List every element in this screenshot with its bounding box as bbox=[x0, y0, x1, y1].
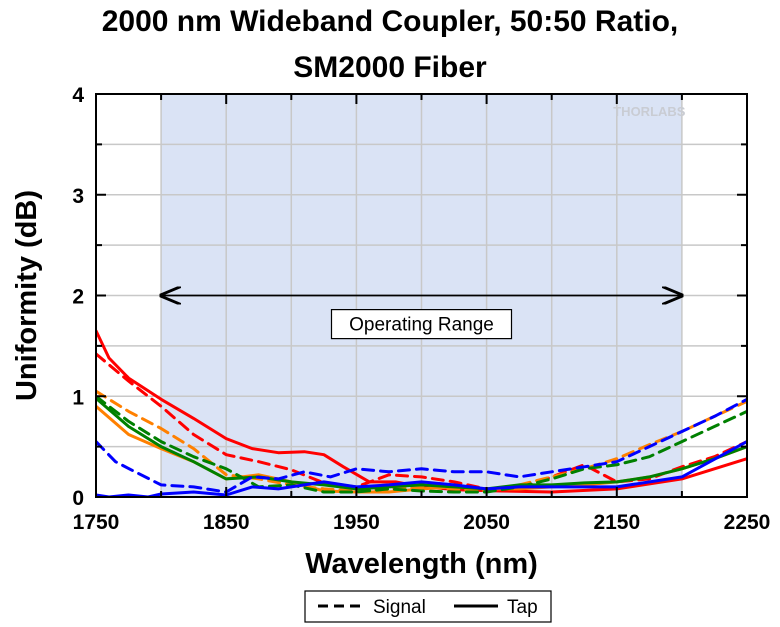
series-line-7 bbox=[96, 397, 747, 494]
thorlabs-watermark: THORLABS bbox=[613, 104, 686, 119]
y-tick-labels: 0 1 2 3 4 bbox=[72, 84, 84, 510]
legend-signal-label: Signal bbox=[373, 597, 426, 618]
axis-ticks bbox=[95, 93, 748, 498]
chart-title-line-1: 2000 nm Wideband Coupler, 50:50 Ratio, bbox=[101, 5, 679, 38]
y-tick-label: 0 bbox=[72, 487, 84, 510]
operating-range-label: Operating Range bbox=[349, 315, 494, 336]
series-line-4 bbox=[96, 396, 747, 491]
y-tick-label: 1 bbox=[72, 386, 84, 409]
x-axis-label: Wavelength (nm) bbox=[305, 548, 538, 580]
x-tick-label: 1950 bbox=[333, 511, 380, 534]
x-tick-label: 2150 bbox=[593, 511, 640, 534]
series-line-3 bbox=[96, 389, 747, 493]
legend: Signal Tap bbox=[304, 590, 552, 623]
operating-range-label-box bbox=[330, 309, 513, 340]
legend-box bbox=[304, 590, 552, 623]
y-tick-label: 4 bbox=[72, 84, 84, 107]
legend-tap-label: Tap bbox=[507, 597, 538, 618]
y-axis-label: Uniformity (dB) bbox=[11, 190, 43, 401]
x-tick-label: 2050 bbox=[463, 511, 510, 534]
y-tick-label: 3 bbox=[72, 185, 84, 208]
chart-title-line-2: SM2000 Fiber bbox=[293, 51, 487, 84]
series-line-0 bbox=[96, 329, 747, 494]
x-tick-label: 2250 bbox=[724, 511, 771, 534]
x-tick-label: 1750 bbox=[73, 511, 120, 534]
x-tick-labels: 1750 1850 1950 2050 2150 2250 bbox=[73, 511, 771, 534]
x-tick-label: 1850 bbox=[203, 511, 250, 534]
y-tick-label: 2 bbox=[72, 286, 84, 309]
